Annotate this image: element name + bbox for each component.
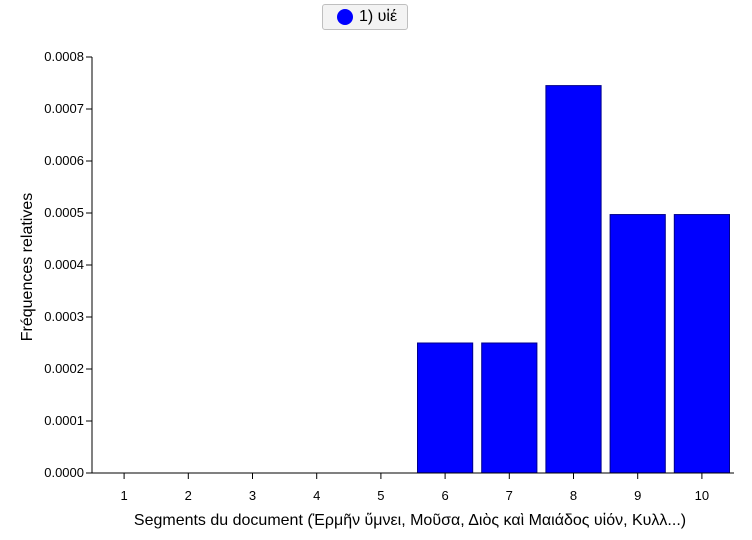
x-tick-label: 7 xyxy=(506,488,513,503)
y-tick-label: 0.0003 xyxy=(44,309,84,324)
y-tick-label: 0.0006 xyxy=(44,153,84,168)
legend[interactable]: 1) υἱέ xyxy=(322,4,409,30)
x-tick-label: 9 xyxy=(634,488,641,503)
x-tick-label: 2 xyxy=(185,488,192,503)
y-tick-label: 0.0001 xyxy=(44,413,84,428)
x-axis-ticks: 1 2 3 4 5 6 7 8 9 10 xyxy=(120,473,709,503)
bar-segment-10[interactable] xyxy=(673,214,730,474)
y-tick-label: 0.0008 xyxy=(44,49,84,64)
legend-label: 1) υἱέ xyxy=(359,8,398,25)
y-axis-ticks: 0.0000 0.0001 0.0002 0.0003 0.0004 0.0005 0.00… xyxy=(44,49,92,480)
bar-segment-9[interactable] xyxy=(609,214,666,474)
y-axis-title: Fréquences relatives xyxy=(19,193,36,342)
y-tick-label: 0.0004 xyxy=(44,257,84,272)
y-tick-label: 0.0005 xyxy=(44,205,84,220)
x-tick-label: 1 xyxy=(120,488,127,503)
y-tick-label: 0.0000 xyxy=(44,465,84,480)
bar-segment-7[interactable] xyxy=(481,342,538,474)
x-tick-label: 8 xyxy=(570,488,577,503)
x-tick-label: 10 xyxy=(695,488,709,503)
bar-segment-8[interactable] xyxy=(545,85,602,474)
y-tick-label: 0.0002 xyxy=(44,361,84,376)
x-tick-label: 6 xyxy=(441,488,448,503)
x-tick-label: 3 xyxy=(249,488,256,503)
y-tick-label: 0.0007 xyxy=(44,101,84,116)
x-tick-label: 4 xyxy=(313,488,320,503)
bars-group xyxy=(417,85,730,474)
bar-segment-6[interactable] xyxy=(417,342,474,474)
x-tick-label: 5 xyxy=(377,488,384,503)
x-axis-title: Segments du document (Ἑρμῆν ὕμνει, Μοῦσα… xyxy=(134,511,686,529)
legend-color-swatch xyxy=(337,9,353,25)
